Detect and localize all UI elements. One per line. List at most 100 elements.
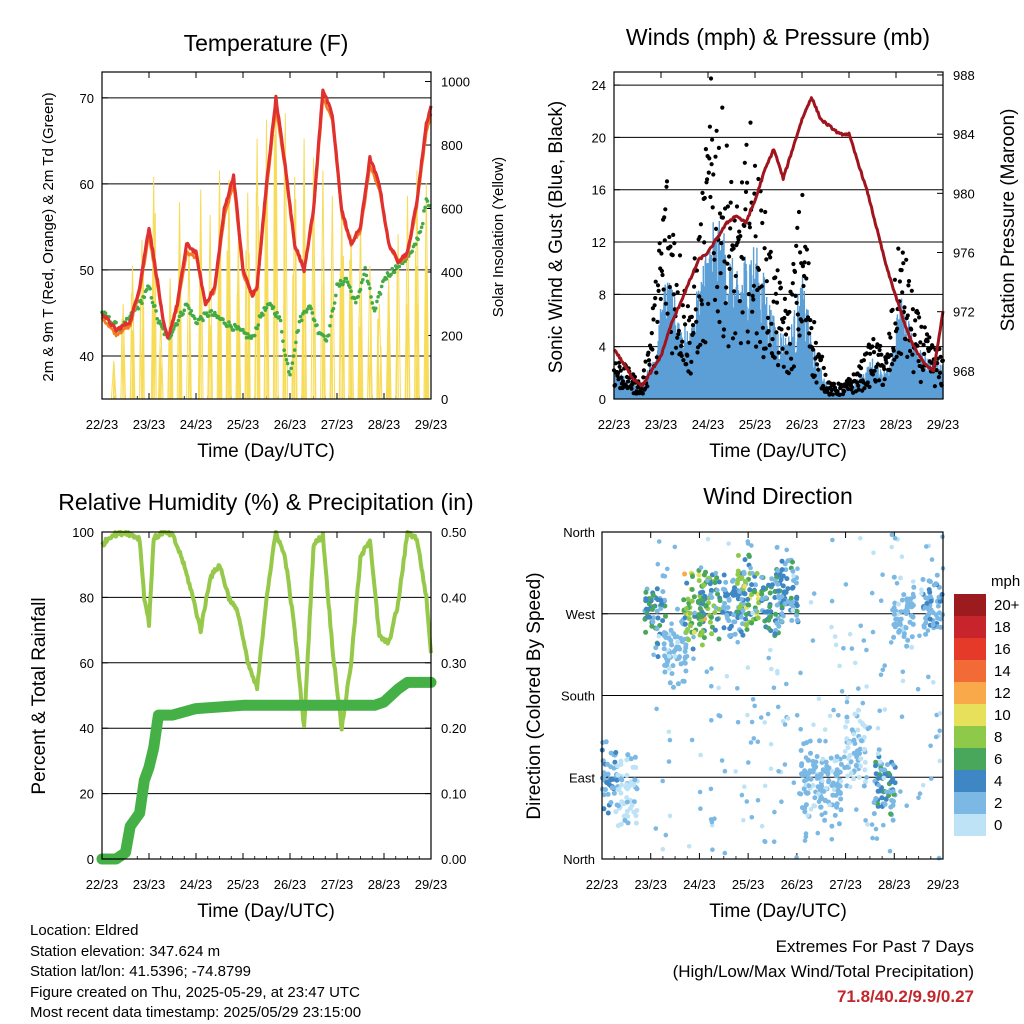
dewpoint-point xyxy=(241,327,245,332)
dewpoint-point xyxy=(221,317,225,322)
direction-point xyxy=(928,743,933,749)
direction-point xyxy=(722,587,728,593)
gust-point xyxy=(702,195,707,201)
direction-point xyxy=(831,707,836,713)
direction-point xyxy=(769,582,775,588)
dewpoint-point xyxy=(155,317,160,321)
direction-point xyxy=(716,713,721,718)
gust-point xyxy=(721,334,726,339)
direction-point xyxy=(614,802,620,808)
direction-point xyxy=(632,777,638,783)
direction-point xyxy=(797,791,802,796)
direction-point xyxy=(755,615,761,621)
y-tick-label: West xyxy=(566,607,596,622)
dewpoint-point xyxy=(193,316,197,321)
gust-point xyxy=(662,238,667,243)
dewpoint-point xyxy=(384,277,389,281)
gust-point xyxy=(694,319,699,324)
gust-point xyxy=(871,337,876,342)
gust-point xyxy=(697,294,702,299)
gust-point xyxy=(720,105,725,110)
direction-point xyxy=(760,585,766,591)
direction-point xyxy=(742,583,748,589)
direction-point xyxy=(681,678,687,684)
direction-point xyxy=(624,795,630,801)
direction-point xyxy=(836,713,841,718)
winds-title: Winds (mph) & Pressure (mb) xyxy=(626,24,930,50)
gust-point xyxy=(723,301,728,306)
direction-point xyxy=(720,609,726,615)
direction-point xyxy=(889,544,894,550)
gust-point xyxy=(706,170,711,175)
direction-point xyxy=(819,772,824,777)
direction-point xyxy=(929,557,935,562)
gust-point xyxy=(619,375,624,380)
gust-point xyxy=(849,385,855,390)
direction-point xyxy=(779,567,785,573)
gust-point xyxy=(712,257,717,262)
y-tick-label: 100 xyxy=(72,525,94,540)
station-elevation: Station elevation: 347.624 m xyxy=(30,942,221,960)
gust-point xyxy=(796,327,801,332)
gust-point xyxy=(857,373,863,378)
gust-point xyxy=(729,179,734,185)
direction-point xyxy=(767,590,773,596)
direction-point xyxy=(802,805,808,811)
gust-point xyxy=(911,370,916,375)
gust-point xyxy=(655,319,660,324)
gust-point xyxy=(779,327,784,332)
direction-point xyxy=(838,784,843,789)
direction-point xyxy=(731,577,736,583)
direction-point xyxy=(791,573,796,579)
dewpoint-point xyxy=(275,310,279,315)
dewpoint-point xyxy=(342,279,346,284)
direction-point xyxy=(903,625,909,631)
gust-point xyxy=(640,391,645,396)
dewpoint-point xyxy=(345,280,350,284)
dewpoint-point xyxy=(207,313,211,318)
direction-point xyxy=(660,846,666,852)
gust-point xyxy=(879,352,884,357)
gust-point xyxy=(645,384,650,389)
direction-point xyxy=(745,665,751,670)
gust-point xyxy=(830,392,835,397)
direction-point xyxy=(877,759,883,765)
gust-point xyxy=(782,315,787,321)
gust-point xyxy=(791,261,796,267)
y-tick-label: 0.00 xyxy=(441,852,466,867)
dewpoint-point xyxy=(331,306,336,311)
gust-point xyxy=(813,340,819,345)
direction-point xyxy=(708,614,714,620)
winds-series xyxy=(611,76,945,399)
dewpoint-point xyxy=(144,288,149,292)
direction-point xyxy=(605,761,610,767)
dewpoint-point xyxy=(281,339,285,343)
x-tick-label: 29/23 xyxy=(927,417,960,432)
direction-point xyxy=(766,582,771,588)
direction-point xyxy=(931,582,937,588)
winds-frame xyxy=(613,71,944,400)
direction-point xyxy=(831,787,837,793)
gust-point xyxy=(685,304,691,309)
direction-point xyxy=(767,604,773,610)
direction-point xyxy=(773,578,778,584)
direction-point xyxy=(771,839,777,844)
direction-point xyxy=(682,571,688,577)
direction-point xyxy=(894,581,900,586)
direction-point xyxy=(667,680,673,686)
gust-point xyxy=(717,211,723,216)
direction-point xyxy=(605,791,611,797)
gust-point xyxy=(773,275,778,280)
gust-point xyxy=(674,282,679,288)
direction-point xyxy=(887,789,893,795)
gust-point xyxy=(657,248,662,253)
direction-point xyxy=(615,823,621,829)
direction-point xyxy=(744,622,749,628)
dewpoint-point xyxy=(344,276,349,281)
gust-point xyxy=(774,330,779,335)
gust-point xyxy=(858,366,864,371)
gust-point xyxy=(877,347,882,353)
direction-point xyxy=(715,591,721,597)
gust-point xyxy=(794,300,799,305)
direction-point xyxy=(920,577,926,582)
